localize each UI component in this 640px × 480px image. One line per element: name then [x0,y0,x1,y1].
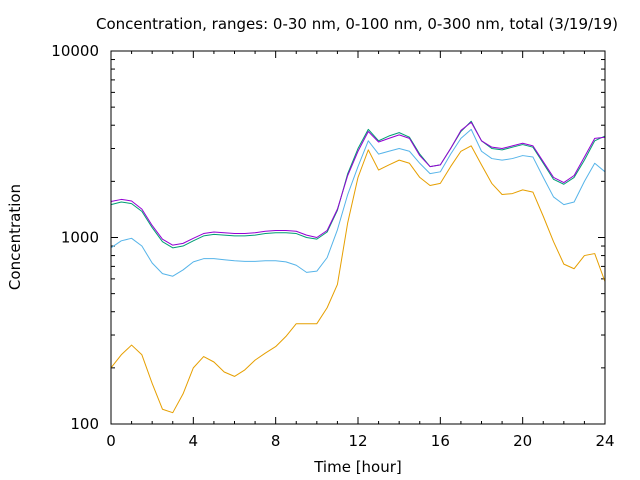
axis-ticks [110,50,606,425]
x-tick-label: 4 [189,432,199,450]
tick-labels: 0 4 8 12 16 20 24 100 1000 10000 [51,42,614,450]
x-axis-label: Time [hour] [313,458,402,476]
x-tick-label: 24 [595,432,614,450]
chart-title: Concentration, ranges: 0-30 nm, 0-100 nm… [96,15,618,33]
x-tick-label: 0 [106,432,116,450]
y-axis-label: Concentration [6,184,24,290]
x-tick-label: 8 [271,432,281,450]
y-tick-label: 100 [70,415,99,433]
y-tick-label: 10000 [51,42,99,60]
series-line-1 [110,145,606,414]
x-tick-label: 16 [431,432,450,450]
x-tick-label: 12 [348,432,367,450]
series-group [110,120,606,414]
series-line-4 [110,121,606,246]
series-line-3 [110,120,606,249]
series-line-2 [110,128,606,277]
y-tick-label: 1000 [61,229,99,247]
x-tick-label: 20 [513,432,532,450]
plot-frame [110,50,606,425]
